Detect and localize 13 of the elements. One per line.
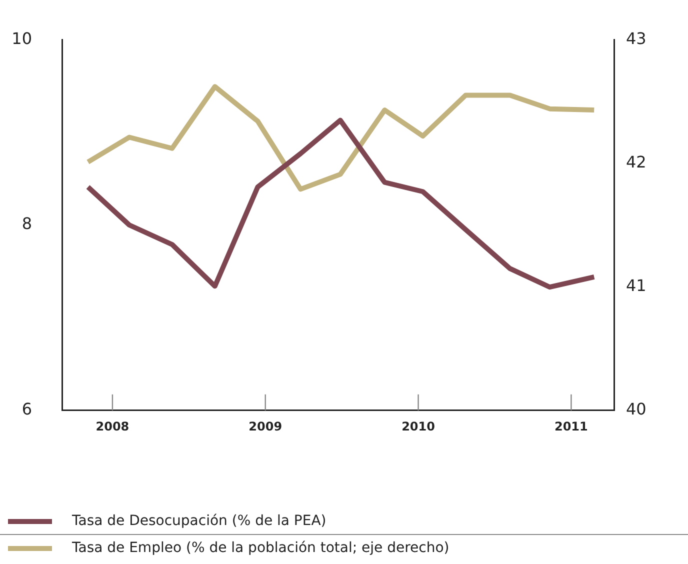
x-tick-label: 2009 (248, 420, 282, 434)
y2-tick-label: 43 (626, 28, 646, 48)
legend-label: Tasa de Desocupación (% de la PEA) (72, 513, 326, 529)
y-tick-label: 10 (12, 28, 32, 48)
y-tick-label: 8 (22, 214, 32, 234)
x-tick-label: 2010 (402, 420, 435, 434)
x-tick-label: 2008 (96, 420, 130, 434)
y-tick-label: 6 (22, 400, 32, 419)
legend-label: Tasa de Empleo (% de la población total; eje derecho) (72, 540, 450, 556)
y2-tick-label: 40 (626, 400, 646, 419)
y2-tick-label: 41 (626, 276, 646, 295)
x-tick-label: 2011 (554, 420, 588, 434)
y2-tick-label: 42 (626, 152, 646, 172)
